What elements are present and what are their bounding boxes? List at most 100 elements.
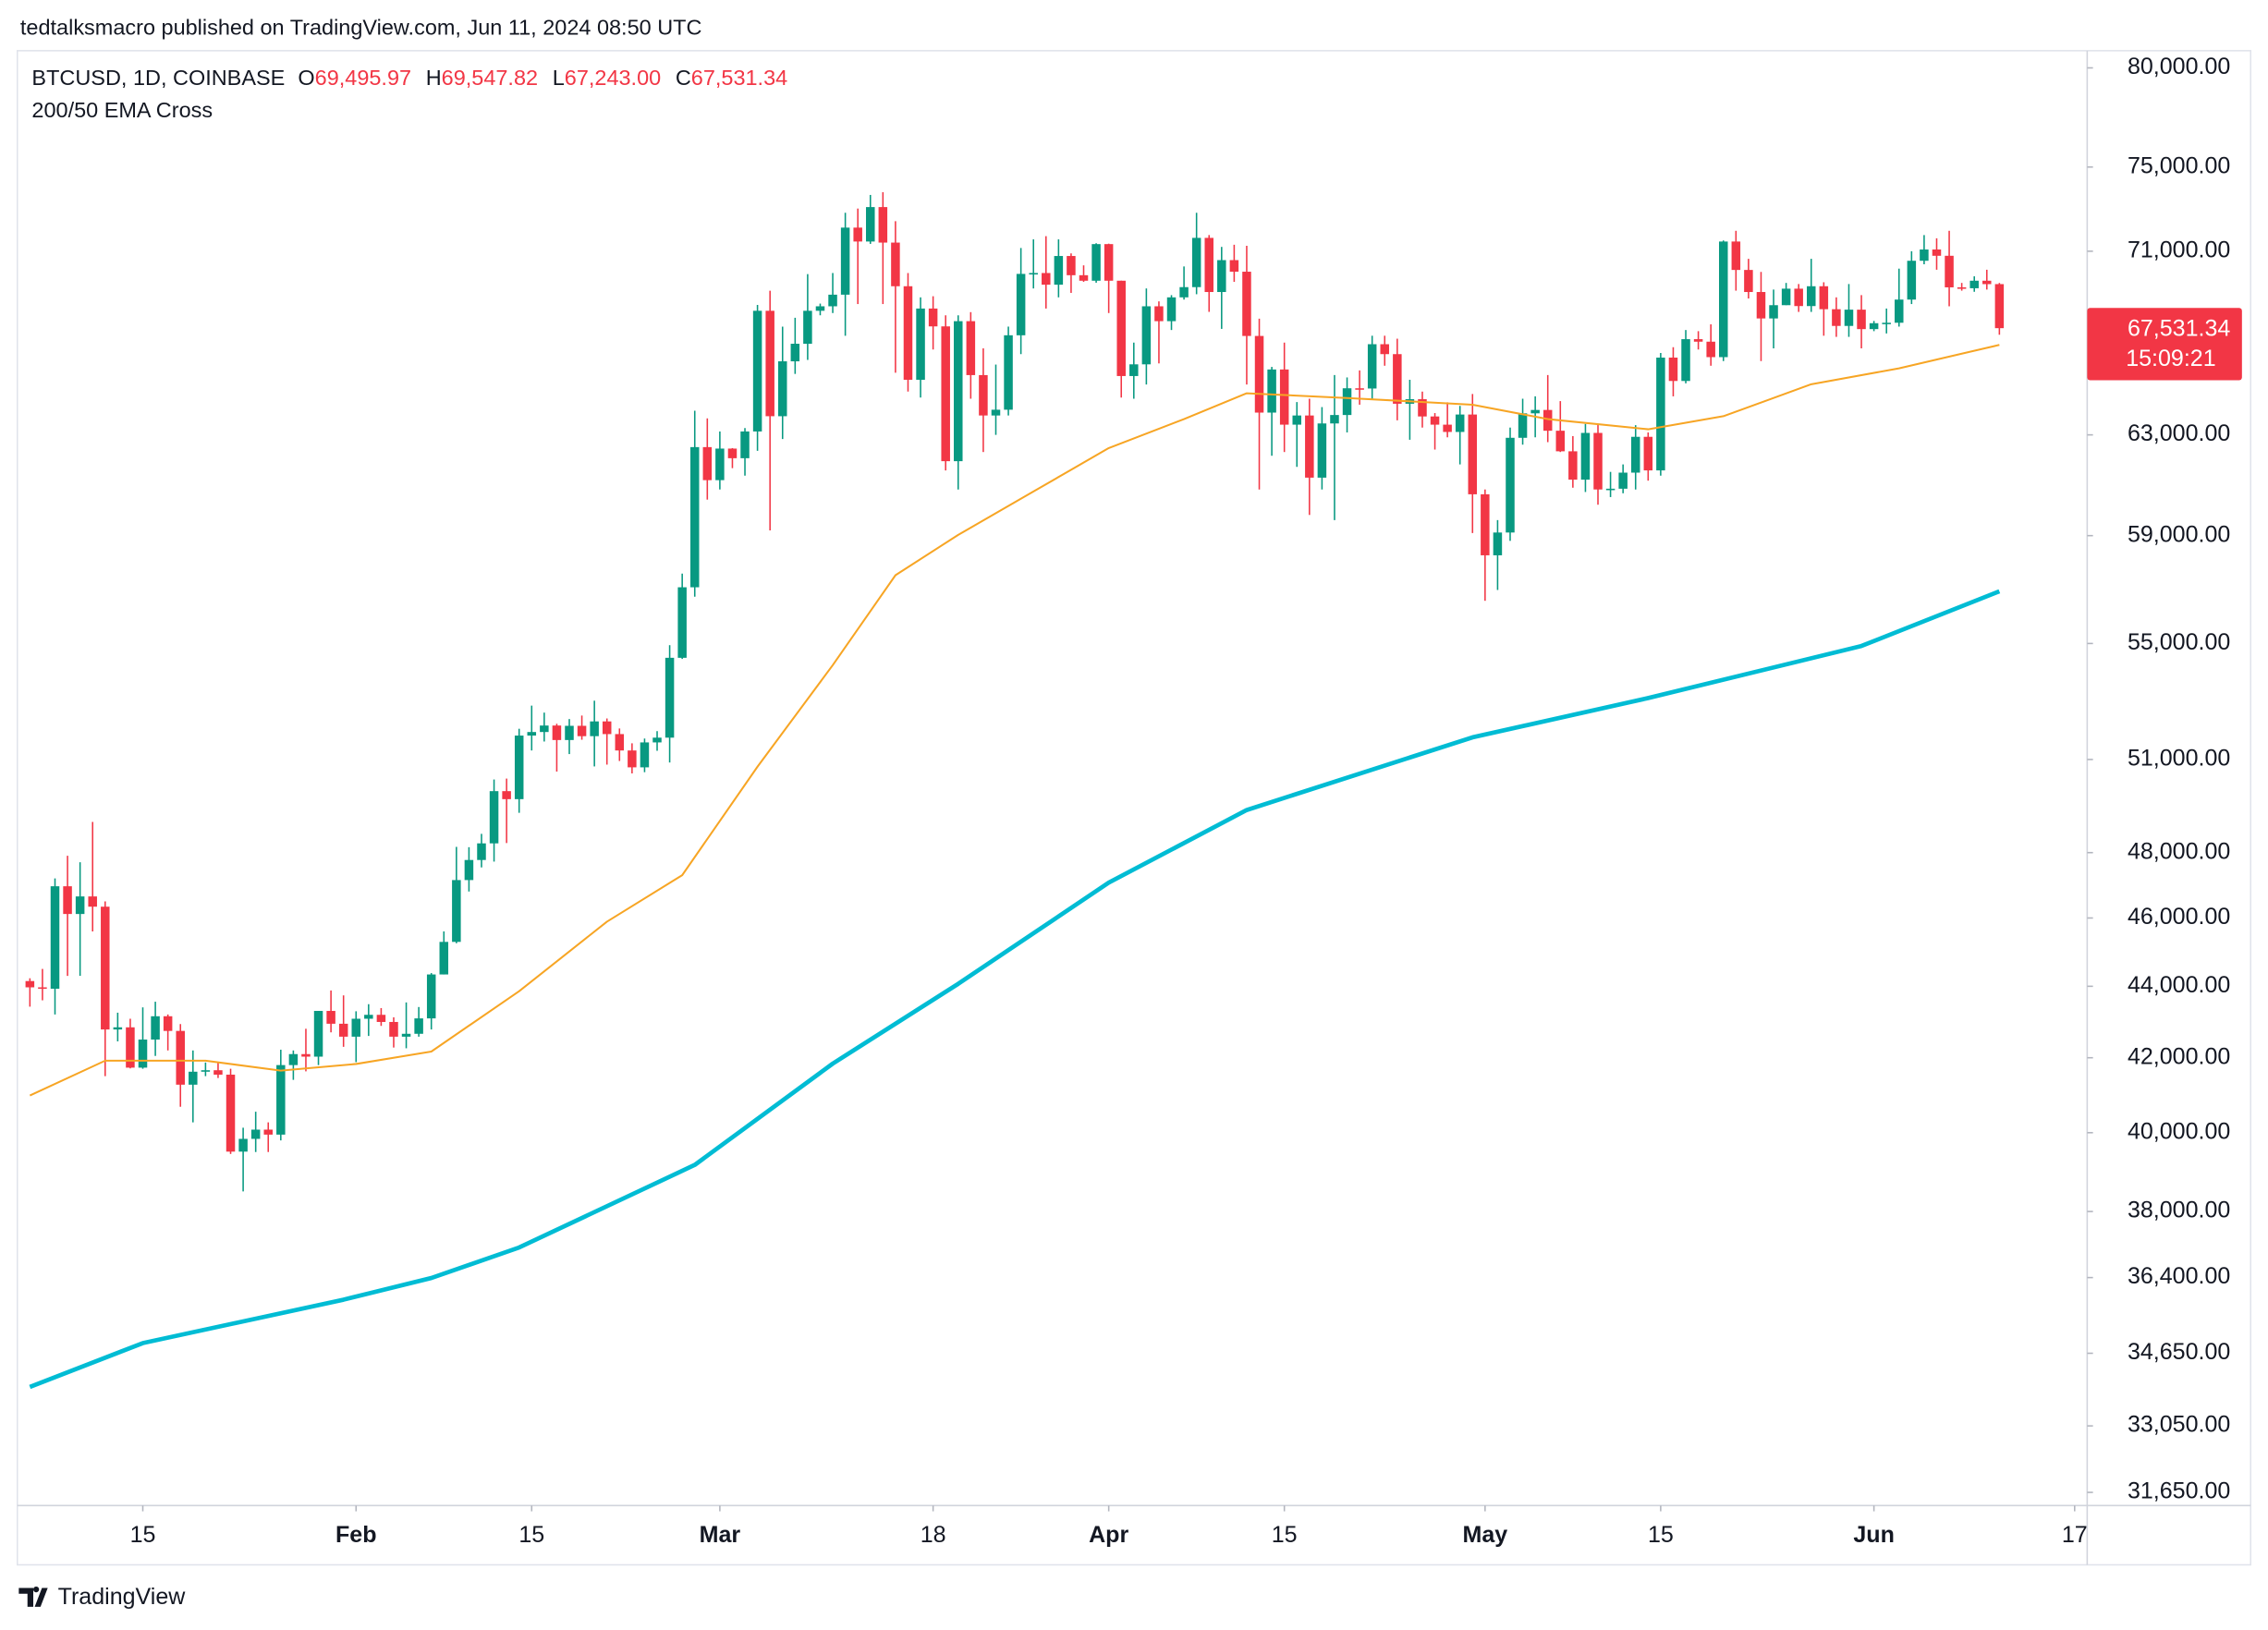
candle-body [1857, 310, 1866, 330]
ema-line [29, 344, 2000, 1097]
candle-body [1204, 237, 1213, 293]
candle-body [1455, 414, 1465, 432]
candle-body [1166, 297, 1177, 322]
y-tick-label: 38,000.00 [2128, 1198, 2230, 1223]
candle-body [966, 321, 976, 375]
candle-body [1217, 260, 1226, 293]
candle-body [1630, 436, 1640, 473]
candle-body [640, 742, 650, 768]
candle-body [1618, 472, 1628, 489]
ohlc-key: L [553, 66, 565, 90]
candle-body [226, 1075, 236, 1152]
candle-body [1819, 286, 1829, 310]
candle-body [1468, 414, 1478, 494]
ema-line [29, 589, 2001, 1390]
candle-body [689, 446, 700, 588]
candle-body [126, 1027, 135, 1068]
candle-body [201, 1070, 211, 1072]
candle-body [414, 1018, 423, 1034]
y-tick-label: 59,000.00 [2128, 521, 2230, 547]
ohlc-key: O [298, 66, 314, 90]
candle-body [1681, 339, 1690, 382]
candle-body [1530, 409, 1540, 414]
footer-brand: TradingView [58, 1584, 187, 1610]
candle-body [1593, 432, 1603, 490]
candle-body [213, 1070, 223, 1076]
x-tick-label: May [1463, 1522, 1508, 1548]
candle-body [1104, 244, 1114, 281]
candle-body [1580, 432, 1591, 480]
candle-body [615, 734, 625, 751]
x-tick-label: 18 [921, 1522, 946, 1548]
candle-body [1191, 237, 1201, 287]
ohlc-key: H [426, 66, 442, 90]
candle-body [113, 1027, 123, 1030]
candle-body [439, 942, 449, 975]
candle-body [189, 1071, 198, 1085]
candle-body [88, 896, 97, 907]
x-tick-label: 15 [130, 1522, 156, 1548]
last-price-label: 67,531.34 [2128, 315, 2230, 341]
candle-body [276, 1064, 286, 1135]
candle-body [1957, 286, 1967, 289]
candle-body [577, 725, 587, 736]
candle-body [389, 1021, 398, 1037]
candle-body [1969, 280, 1979, 288]
candle-body [1882, 322, 1891, 324]
x-tick-label: 17 [2062, 1522, 2088, 1548]
candle-body [1004, 335, 1013, 410]
candle-body [151, 1016, 160, 1040]
candle-body [803, 310, 812, 345]
candle-body [1794, 288, 1803, 307]
candle-body [338, 1023, 348, 1037]
candle-body [1279, 369, 1289, 425]
candle-body [301, 1053, 311, 1057]
candle-body [1668, 357, 1678, 382]
candle-body [1179, 286, 1189, 298]
candle-body [1317, 423, 1327, 478]
candle-body [790, 344, 800, 362]
candle-body [1756, 292, 1766, 319]
candle-body [1744, 270, 1753, 293]
candle-body [1367, 344, 1377, 389]
candle-body [991, 409, 1001, 416]
candle-body [552, 725, 562, 740]
candle-body [351, 1018, 361, 1037]
candle-body [514, 736, 524, 799]
candle-body [1706, 341, 1715, 358]
candle-body [1229, 260, 1239, 273]
candle-body [1506, 437, 1515, 533]
candle-body [1605, 488, 1616, 491]
candle-body [1769, 305, 1778, 319]
candle-body [250, 1129, 261, 1139]
candle-body [1895, 299, 1904, 323]
candle-body [1781, 288, 1791, 306]
candle-body [426, 974, 436, 1019]
y-tick-label: 63,000.00 [2128, 420, 2230, 446]
candle-body [628, 750, 637, 768]
publish-header: tedtalksmacro published on TradingView.c… [20, 16, 702, 40]
candle-body [1807, 286, 1816, 307]
indicator-label: 200/50 EMA Cross [31, 98, 213, 122]
candle-body [313, 1011, 323, 1057]
candle-body [903, 286, 913, 381]
countdown-label: 15:09:21 [2126, 346, 2215, 371]
candle-body [464, 859, 474, 881]
y-tick-label: 34,650.00 [2128, 1339, 2230, 1365]
candle-body [1945, 255, 1954, 287]
candle-body [1568, 451, 1578, 480]
x-tick-label: 15 [1648, 1522, 1674, 1548]
candle-body [1907, 261, 1917, 300]
candle-body [1418, 399, 1427, 417]
candle-body [1292, 415, 1302, 425]
candle-body [891, 242, 900, 286]
chart-frame [16, 50, 2252, 1566]
candle-body [665, 657, 675, 738]
candle-body [1932, 249, 1942, 256]
candle-body [1154, 306, 1164, 322]
candle-body [777, 361, 787, 417]
candle-body [752, 310, 762, 432]
candle-body [25, 980, 35, 988]
